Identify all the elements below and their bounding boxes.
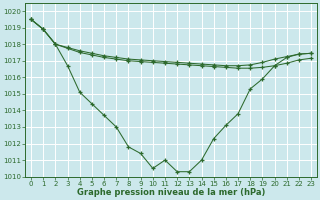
X-axis label: Graphe pression niveau de la mer (hPa): Graphe pression niveau de la mer (hPa): [77, 188, 265, 197]
